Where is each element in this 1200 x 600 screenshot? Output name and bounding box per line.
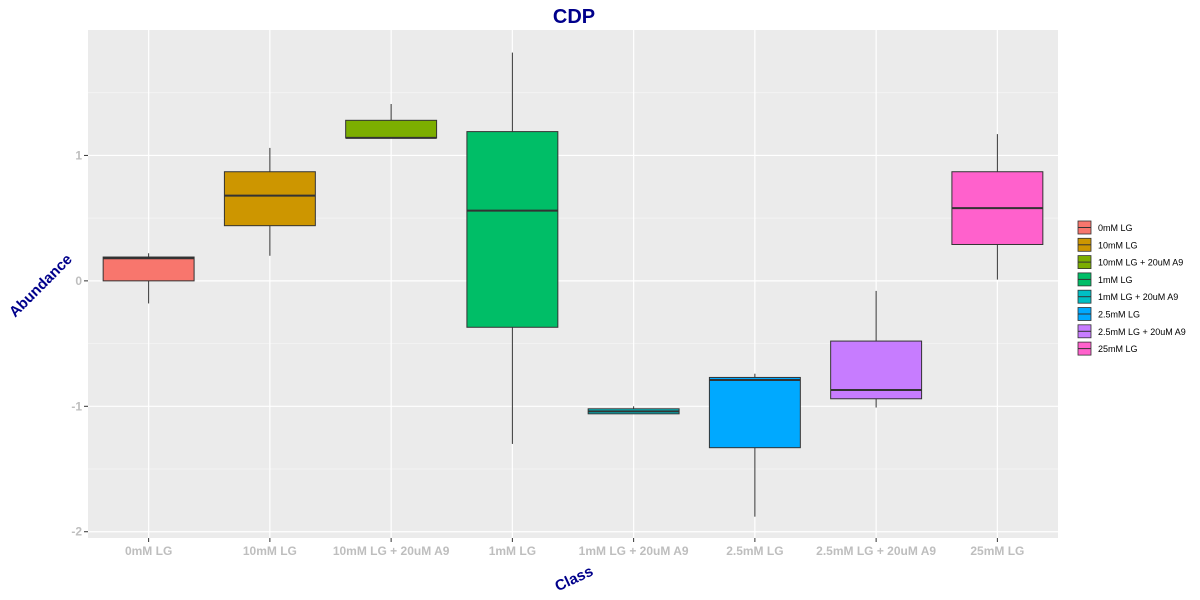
y-tick-label: 0 — [75, 274, 82, 288]
chart-title: CDP — [553, 6, 595, 28]
x-tick-label: 2.5mM LG — [726, 544, 783, 558]
legend-label: 2.5mM LG — [1098, 310, 1140, 320]
box-body — [223, 171, 316, 227]
x-tick-label: 10mM LG — [243, 544, 297, 558]
box-body — [708, 376, 801, 449]
legend-item: 0mM LG — [1077, 220, 1133, 235]
legend-item: 1mM LG — [1077, 272, 1133, 287]
x-tick-label: 25mM LG — [970, 544, 1024, 558]
legend-item: 25mM LG — [1077, 341, 1138, 356]
x-tick-label: 10mM LG + 20uM A9 — [333, 544, 450, 558]
legend-item: 1mM LG + 20uM A9 — [1077, 289, 1178, 304]
legend-label: 25mM LG — [1098, 344, 1138, 354]
legend: 0mM LG 10mM LG 10mM LG + 20uM A9 1mM LG 1mM … — [1077, 220, 1186, 356]
box-5 — [587, 406, 680, 415]
legend-label: 2.5mM LG + 20uM A9 — [1098, 327, 1186, 337]
x-tick-label: 0mM LG — [125, 544, 172, 558]
y-tick-label: -1 — [71, 399, 82, 413]
legend-label: 0mM LG — [1098, 223, 1133, 233]
box-4 — [466, 52, 559, 444]
x-tick-label: 1mM LG + 20uM A9 — [579, 544, 689, 558]
y-axis: -2 -1 0 1 — [71, 148, 88, 539]
legend-label: 10mM LG + 20uM A9 — [1098, 258, 1183, 268]
legend-item: 2.5mM LG + 20uM A9 — [1077, 324, 1186, 339]
x-tick-label: 2.5mM LG + 20uM A9 — [816, 544, 936, 558]
box-2 — [223, 147, 316, 256]
y-tick-label: -2 — [71, 525, 82, 539]
y-axis-title: Abundance — [6, 251, 76, 321]
y-tick-label: 1 — [75, 148, 82, 162]
box-8 — [951, 134, 1044, 280]
box-1 — [102, 253, 195, 304]
x-tick-label: 1mM LG — [489, 544, 536, 558]
x-axis-title: Class — [552, 563, 595, 595]
box-body — [102, 256, 195, 282]
box-body — [466, 131, 559, 328]
legend-item: 2.5mM LG — [1077, 307, 1140, 321]
legend-item: 10mM LG — [1077, 237, 1138, 252]
legend-label: 1mM LG + 20uM A9 — [1098, 292, 1178, 302]
box-6 — [708, 373, 801, 517]
box-body — [345, 119, 438, 139]
box-7 — [830, 290, 923, 408]
legend-item: 10mM LG + 20uM A9 — [1077, 255, 1183, 270]
legend-label: 10mM LG — [1098, 240, 1138, 250]
boxes-layer — [102, 52, 1044, 517]
x-axis: 0mM LG 10mM LG 10mM LG + 20uM A9 1mM LG 1mM … — [125, 538, 1024, 558]
legend-label: 1mM LG — [1098, 275, 1133, 285]
box-3 — [345, 104, 438, 139]
plot-panel — [88, 30, 1058, 538]
